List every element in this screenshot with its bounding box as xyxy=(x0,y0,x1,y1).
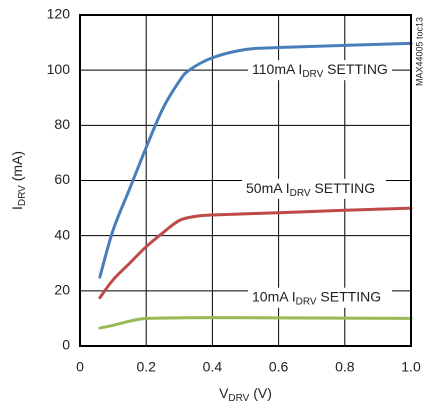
y-tick-label: 20 xyxy=(54,282,70,298)
x-axis-label-part: V xyxy=(219,385,229,401)
annotation: 50mA IDRV SETTING xyxy=(246,179,375,198)
x-tick-label: 0 xyxy=(76,359,84,375)
x-axis-label-part: (V) xyxy=(249,385,272,401)
y-tick-label: 100 xyxy=(47,61,71,77)
annotation-part: SETTING xyxy=(323,61,388,77)
annotation-part: SETTING xyxy=(311,179,376,195)
annotation-bg xyxy=(242,178,386,199)
plot-frame xyxy=(79,14,412,347)
x-tick-label: 1.0 xyxy=(401,359,421,375)
x-tick-label: 0.4 xyxy=(203,359,223,375)
annotation-part: SETTING xyxy=(317,288,382,304)
x-tick-label: 0.2 xyxy=(136,359,156,375)
x-tick-label: 0.8 xyxy=(335,359,355,375)
y-tick-label: 120 xyxy=(47,6,71,22)
y-tick-label: 80 xyxy=(54,116,70,132)
y-tick-label: 40 xyxy=(54,226,70,242)
annotation: 10mA IDRV SETTING xyxy=(252,288,381,307)
y-tick-label: 0 xyxy=(62,337,70,353)
series-line xyxy=(98,206,413,300)
annotation-part: DRV xyxy=(302,69,323,80)
x-axis-label: VDRV (V) xyxy=(219,385,272,404)
annotation-part: 50mA I xyxy=(246,179,290,195)
annotation-part: DRV xyxy=(296,296,317,307)
series-line xyxy=(98,41,413,279)
y-axis-label: IDRV (mA) xyxy=(9,151,28,210)
y-tick-label: 60 xyxy=(54,171,70,187)
annotation-part: DRV xyxy=(290,187,311,198)
side-note: MAX44005 toc13 xyxy=(414,17,424,86)
y-axis-label-part: DRV xyxy=(17,185,28,206)
x-axis-label-part: DRV xyxy=(228,393,249,404)
y-axis-label-part: I xyxy=(9,206,25,210)
annotation-bg xyxy=(248,287,392,308)
annotation-part: 110mA I xyxy=(252,61,302,77)
annotation: 110mA IDRV SETTING xyxy=(252,61,388,80)
annotation-bg xyxy=(248,60,392,81)
annotation-part: 10mA I xyxy=(252,288,296,304)
x-tick-label: 0.6 xyxy=(269,359,289,375)
series-line xyxy=(98,316,413,330)
y-axis-label-part: (mA) xyxy=(9,151,25,185)
